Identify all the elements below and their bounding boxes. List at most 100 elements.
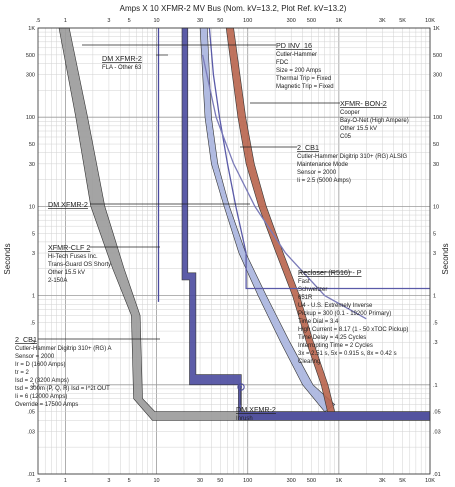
y-tick-label-right: 10 [433,204,439,210]
x-tick-label-top: 1 [64,18,67,24]
series-xfmr-clf-2 [58,27,431,421]
annotation-8-detail: Sensor = 2000 [15,354,55,360]
x-tick-label-bottom: 3K [379,478,386,484]
y-tick-label-right: .3 [433,340,438,346]
inrush-point-dot [239,385,243,389]
annotation-7-detail: Pickup = 300 (0.1 - 19200 Primary) [298,311,391,317]
annotation-7-detail: Interrupting Time = 2 Cycles [298,343,373,349]
y-tick-label-left: .1 [30,383,35,389]
tcc-curves [58,27,431,421]
y-tick-label-right: .01 [433,472,441,478]
y-tick-label-right: .1 [433,383,438,389]
x-tick-label-top: 50 [217,18,223,24]
x-tick-label-top: 3K [379,18,386,24]
y-tick-label-left: .03 [27,429,35,435]
annotation-3-detail: C05 [340,134,352,140]
y-tick-label-right: 500 [433,53,442,59]
y-tick-label-left: 500 [26,53,35,59]
axis-ticks: .5 .5 1 1 3 3 5 5 10 10 30 30 50 50 100 100 300 300 500 500… [26,18,442,484]
y-tick-label-left: 3 [32,251,35,257]
y-tick-label-right: 100 [433,115,442,121]
annotation-1-detail: Thermal Trip = Fixed [276,76,331,82]
y-tick-label-left: 100 [26,115,35,121]
y-tick-label-left: 50 [29,142,35,148]
y-tick-label-right: 1 [433,294,436,300]
annotation-1-detail: Magnetic Trip = Fixed [276,84,334,90]
annotation-7-detail: High Current = 8.17 (1 - 50 xTOC Pickup) [298,327,408,333]
annotation-6-detail: Trans-Guard OS Shorty [48,262,111,268]
y-tick-label-left: 1K [28,26,35,32]
x-tick-label-bottom: 3 [107,478,110,484]
annotation-3-detail: Cooper [340,110,360,116]
y-tick-label-left: 5 [32,231,35,237]
annotation-3-detail: Other 15.5 kV [340,126,377,132]
annotation-8-detail: Ir = D (1600 Amps) [15,362,66,368]
annotation-4-detail: Maintenance Mode [297,162,349,168]
x-tick-label-bottom: .5 [36,478,41,484]
annotation-6-detail: Other 15.5 kV [48,270,85,276]
y-tick-label-right: 1K [433,26,440,32]
y-tick-label-left: .01 [27,472,35,478]
annotation-2-detail: FLA - Other 63 [102,65,142,71]
annotation-8-label: 2_CB1 [15,335,37,344]
x-tick-label-bottom: 5K [399,478,406,484]
y-tick-label-right: .03 [433,429,441,435]
y-tick-label-right: 30 [433,162,439,168]
y-axis-label-right: Seconds [441,243,450,274]
y-tick-label-left: .5 [30,320,35,326]
x-tick-label-bottom: 30 [197,478,203,484]
series-recloser-r516-p-fast [199,27,336,413]
y-tick-label-right: .5 [433,320,438,326]
annotation-5-label: DM XFMR-2 [48,200,88,209]
series-recloser-r516-p-fast-slow-curve [201,54,367,320]
y-tick-label-left: .3 [30,340,35,346]
y-tick-label-right: 3 [433,251,436,257]
y-tick-label-left: 1 [32,294,35,300]
annotation-8-detail: Ii = 6 (12000 Amps) [15,394,67,400]
x-tick-label-top: 300 [287,18,296,24]
annotation-7-label: Recloser (R516) - P [298,268,362,277]
annotation-4-detail: Ii = 2.5 (5000 Amps) [297,178,351,184]
annotation-3-detail: Bay-O-Net (High Ampere) [340,118,409,124]
annotation-8-detail: Isd = 2 (3200 Amps) [15,378,69,384]
x-tick-label-top: 30 [197,18,203,24]
annotation-7-detail: Fast [298,279,310,285]
series-xfmr-bon-2 [225,27,336,413]
x-tick-label-bottom: 100 [243,478,252,484]
annotation-8-detail: Cutler-Hammer Digitrip 310+ (RG) A [15,346,112,352]
annotation-7-detail: 651R [298,295,313,301]
annotation-1-detail: Cutler-Hammer [276,52,317,58]
x-tick-label-top: .5 [36,18,41,24]
chart-title: Amps X 10 XFMR-2 MV Bus (Nom. kV=13.2, P… [120,4,347,13]
annotation-1-detail: Size = 200 Amps [276,68,321,74]
grid-lines [37,27,431,475]
annotation-9-detail: Inrush [236,416,253,422]
y-tick-label-right: 300 [433,73,442,79]
annotation-4-detail: Sensor = 2000 [297,170,337,176]
x-tick-label-top: 10 [154,18,160,24]
inrush-point-marker [237,383,245,391]
y-tick-label-right: 5 [433,231,436,237]
annotation-3-label: XFMR- BON-2 [340,99,387,108]
x-tick-label-bottom: 300 [287,478,296,484]
annotation-9-label: DM XFMR-2 [236,405,276,414]
y-tick-label-right: 50 [433,142,439,148]
annotation-8-detail: Override = 17500 Amps [15,402,78,408]
series-pd-inv-16 [208,27,430,290]
x-tick-label-top: 10K [425,18,435,24]
y-tick-label-left: 300 [26,73,35,79]
annotation-6-detail: 2-150A [48,278,67,284]
y-tick-label-right: .05 [433,410,441,416]
x-tick-label-top: 100 [243,18,252,24]
x-tick-label-bottom: 1K [335,478,342,484]
annotation-8-detail: tsd = 300m (P, Q, R) Isd = I^2t OUT [15,386,110,392]
x-tick-label-bottom: 10 [154,478,160,484]
x-tick-label-top: 1K [335,18,342,24]
x-tick-label-bottom: 1 [64,478,67,484]
plot-frame [37,27,431,475]
x-tick-label-bottom: 50 [217,478,223,484]
annotation-7-detail: Schweitzer [298,287,327,293]
annotation-7-detail: Time Dial = 3.4 [298,319,339,325]
x-tick-label-bottom: 5 [128,478,131,484]
